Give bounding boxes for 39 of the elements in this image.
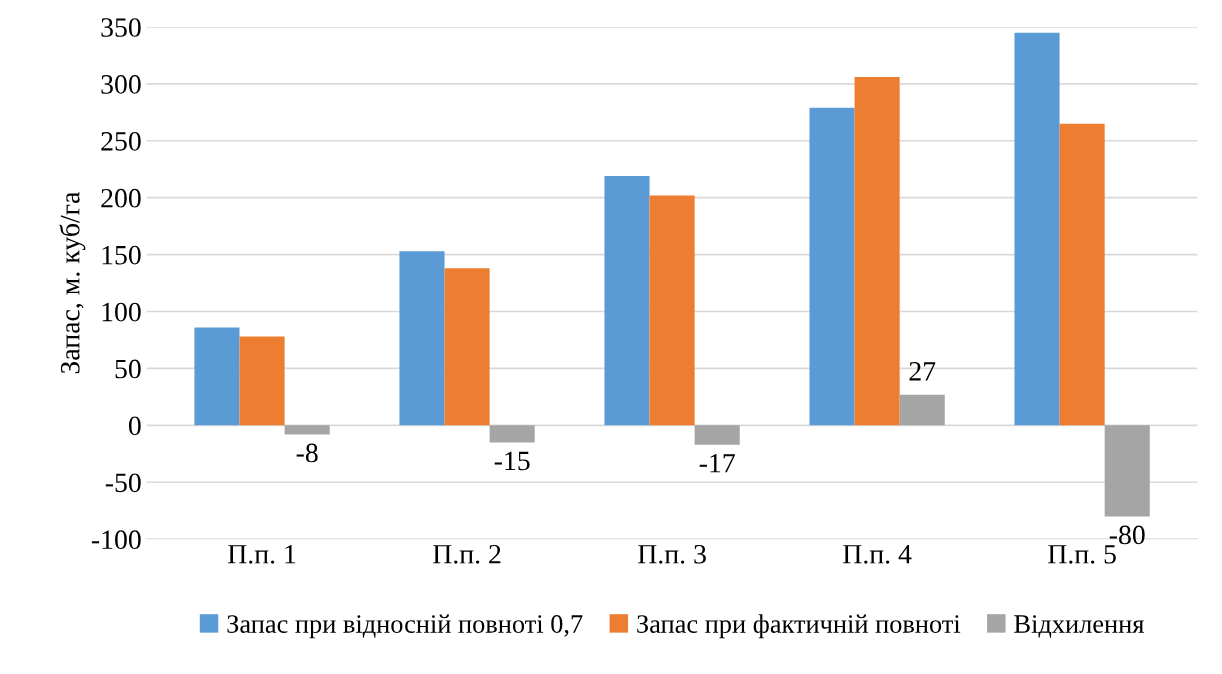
data-label: -15 bbox=[494, 451, 530, 471]
y-tick-label: 250 bbox=[101, 131, 141, 151]
x-tick-label: П.п. 1 bbox=[228, 545, 296, 564]
y-tick-label: 100 bbox=[102, 302, 141, 322]
bar bbox=[284, 425, 330, 435]
x-tick-label: П.п. 4 bbox=[843, 545, 912, 564]
legend-label: Запас при відносній повноті 0,7 bbox=[227, 614, 583, 639]
bar bbox=[444, 268, 490, 426]
y-axis-title: Запас, м. куб/га bbox=[59, 191, 86, 374]
y-tick-label: 50 bbox=[115, 359, 141, 379]
y-tick-label: 0 bbox=[128, 416, 141, 436]
bar bbox=[649, 195, 695, 426]
bar bbox=[604, 176, 650, 426]
bar bbox=[899, 394, 945, 426]
y-tick-label: 150 bbox=[102, 245, 141, 265]
bar bbox=[809, 107, 855, 426]
bar bbox=[854, 77, 900, 426]
x-tick-label: П.п. 5 bbox=[1048, 545, 1116, 564]
bar bbox=[239, 336, 285, 426]
legend-label: Відхилення bbox=[1014, 615, 1144, 638]
y-tick-label: -100 bbox=[91, 530, 141, 550]
y-tick-label: 300 bbox=[101, 75, 141, 94]
data-label: -17 bbox=[699, 453, 735, 473]
bar bbox=[399, 251, 445, 426]
bar bbox=[1104, 425, 1150, 517]
bar bbox=[694, 425, 740, 445]
y-tick-label: 350 bbox=[101, 18, 141, 37]
data-label: 27 bbox=[909, 361, 936, 381]
x-tick-label: П.п. 2 bbox=[433, 544, 501, 564]
y-tick-label: 200 bbox=[101, 188, 141, 208]
data-label: -8 bbox=[296, 443, 318, 463]
data-label: -80 bbox=[1109, 525, 1145, 545]
bar bbox=[1014, 32, 1060, 426]
bar bbox=[194, 327, 240, 426]
y-tick-label: -50 bbox=[105, 473, 141, 493]
x-tick-label: П.п. 3 bbox=[638, 544, 706, 564]
bar bbox=[489, 425, 535, 443]
legend-label: Запас при фактичній повноті bbox=[637, 614, 961, 639]
bar bbox=[1059, 123, 1105, 426]
